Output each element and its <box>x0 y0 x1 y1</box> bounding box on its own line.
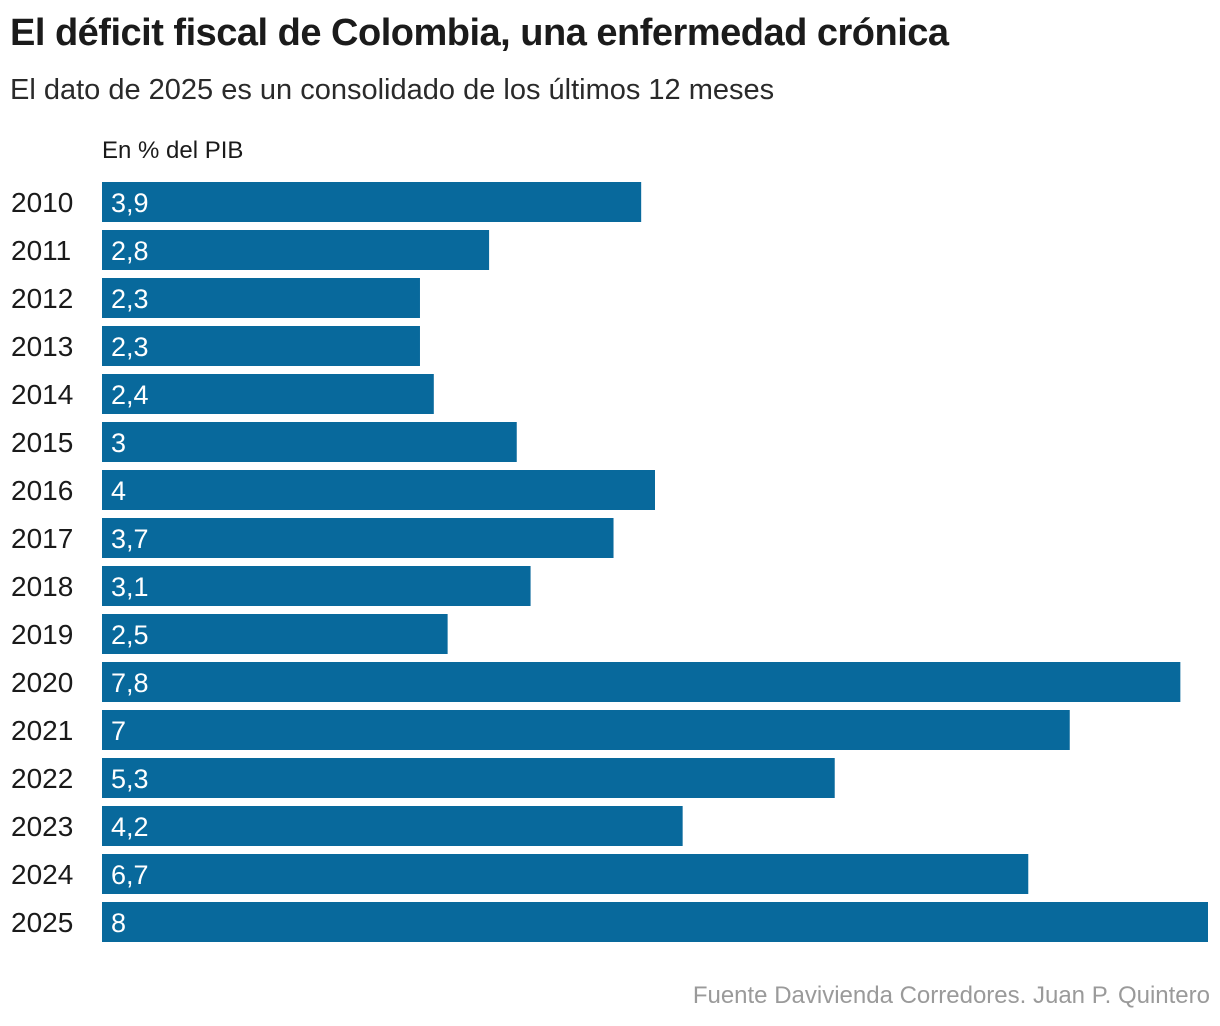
bar <box>102 710 1070 750</box>
category-label: 2019 <box>11 619 73 650</box>
bar-group-2010: 2010 3,9 <box>11 182 642 222</box>
bar-group-2015: 2015 3 <box>11 422 517 462</box>
bar-group-2012: 2012 2,3 <box>11 278 420 318</box>
category-label: 2016 <box>11 475 73 506</box>
bar-group-2013: 2013 2,3 <box>11 326 420 366</box>
bar-value-label: 5,3 <box>111 764 149 794</box>
bar <box>102 374 434 414</box>
bar <box>102 182 642 222</box>
category-label: 2018 <box>11 571 73 602</box>
bar <box>102 902 1208 942</box>
bar-value-label: 7,8 <box>111 668 149 698</box>
bar-group-2019: 2019 2,5 <box>11 614 448 654</box>
bar-value-label: 2,4 <box>111 380 149 410</box>
bar <box>102 758 835 798</box>
bar-value-label: 3,9 <box>111 188 149 218</box>
chart-title: El déficit fiscal de Colombia, una enfer… <box>10 12 949 54</box>
bar <box>102 854 1029 894</box>
bar-value-label: 2,5 <box>111 620 149 650</box>
bar-group-2017: 2017 3,7 <box>11 518 614 558</box>
unit-label: En % del PIB <box>102 137 244 164</box>
bar-value-label: 7 <box>111 716 126 746</box>
bar <box>102 422 517 462</box>
bar-group-2021: 2021 7 <box>11 710 1070 750</box>
bar-group-2024: 2024 6,7 <box>11 854 1029 894</box>
bar-group-2016: 2016 4 <box>11 470 655 510</box>
bar-value-label: 4 <box>111 476 126 506</box>
bar-value-label: 2,8 <box>111 236 149 266</box>
category-label: 2024 <box>11 859 73 890</box>
bar-value-label: 6,7 <box>111 860 149 890</box>
bar-value-label: 4,2 <box>111 812 149 842</box>
bar-group-2020: 2020 7,8 <box>11 662 1181 702</box>
category-label: 2022 <box>11 763 73 794</box>
bar <box>102 566 531 606</box>
category-label: 2017 <box>11 523 73 554</box>
bar-group-2018: 2018 3,1 <box>11 566 531 606</box>
bar <box>102 662 1181 702</box>
bar-value-label: 2,3 <box>111 332 149 362</box>
bar <box>102 518 614 558</box>
bar <box>102 806 683 846</box>
bar <box>102 614 448 654</box>
category-label: 2010 <box>11 187 73 218</box>
category-label: 2023 <box>11 811 73 842</box>
category-label: 2015 <box>11 427 73 458</box>
bar-group-2023: 2023 4,2 <box>11 806 683 846</box>
bar <box>102 278 420 318</box>
chart-subtitle: El dato de 2025 es un consolidado de los… <box>10 74 775 106</box>
bar-value-label: 3 <box>111 428 126 458</box>
bar-value-label: 3,1 <box>111 572 149 602</box>
category-label: 2014 <box>11 379 73 410</box>
bar-group-2011: 2011 2,8 <box>11 230 490 270</box>
category-label: 2013 <box>11 331 73 362</box>
category-label: 2012 <box>11 283 73 314</box>
source-credit: Fuente Davivienda Corredores. Juan P. Qu… <box>692 982 1210 1009</box>
bar-value-label: 2,3 <box>111 284 149 314</box>
bar-group-2025: 2025 8 <box>11 902 1208 942</box>
bar-value-label: 3,7 <box>111 524 149 554</box>
category-label: 2011 <box>11 235 71 266</box>
bar <box>102 326 420 366</box>
bar-value-label: 8 <box>111 908 126 938</box>
bar-group-2014: 2014 2,4 <box>11 374 434 414</box>
category-label: 2020 <box>11 667 73 698</box>
category-label: 2021 <box>11 715 73 746</box>
category-label: 2025 <box>11 907 73 938</box>
bar <box>102 230 490 270</box>
bar-group-2022: 2022 5,3 <box>11 758 835 798</box>
bar <box>102 470 655 510</box>
